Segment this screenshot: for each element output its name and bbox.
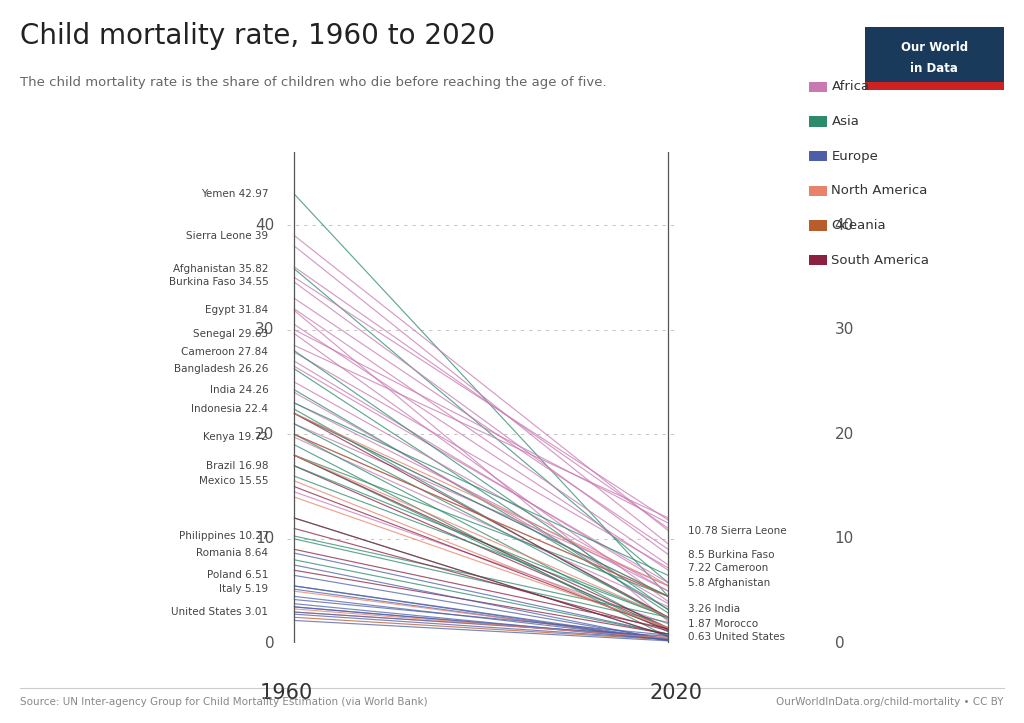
- Text: Asia: Asia: [831, 115, 859, 128]
- Text: 20: 20: [835, 427, 854, 442]
- Text: 2020: 2020: [649, 683, 702, 703]
- Text: 10.78 Sierra Leone: 10.78 Sierra Leone: [688, 526, 786, 536]
- Text: Burkina Faso 34.55: Burkina Faso 34.55: [169, 277, 268, 287]
- Text: Philippines 10.27: Philippines 10.27: [178, 531, 268, 541]
- Text: 40: 40: [255, 218, 274, 233]
- Text: Sierra Leone 39: Sierra Leone 39: [186, 231, 268, 241]
- Text: 0.63 United States: 0.63 United States: [688, 632, 785, 642]
- Text: United States 3.01: United States 3.01: [171, 607, 268, 617]
- Text: Oceania: Oceania: [831, 219, 886, 232]
- Text: Senegal 29.63: Senegal 29.63: [194, 328, 268, 338]
- Text: Bangladesh 26.26: Bangladesh 26.26: [174, 364, 268, 374]
- Text: India 24.26: India 24.26: [210, 385, 268, 395]
- Text: Brazil 16.98: Brazil 16.98: [206, 461, 268, 471]
- Text: Source: UN Inter-agency Group for Child Mortality Estimation (via World Bank): Source: UN Inter-agency Group for Child …: [20, 697, 428, 707]
- Text: Italy 5.19: Italy 5.19: [219, 584, 268, 594]
- Text: 1960: 1960: [260, 683, 313, 703]
- Text: Child mortality rate, 1960 to 2020: Child mortality rate, 1960 to 2020: [20, 22, 496, 50]
- Text: Afghanistan 35.82: Afghanistan 35.82: [173, 264, 268, 274]
- Text: 20: 20: [255, 427, 274, 442]
- Text: North America: North America: [831, 184, 928, 197]
- Text: South America: South America: [831, 254, 930, 267]
- Text: Our World: Our World: [901, 40, 968, 54]
- Text: Poland 6.51: Poland 6.51: [207, 570, 268, 581]
- Text: Indonesia 22.4: Indonesia 22.4: [191, 404, 268, 414]
- Text: 7.22 Cameroon: 7.22 Cameroon: [688, 563, 768, 573]
- Text: The child mortality rate is the share of children who die before reaching the ag: The child mortality rate is the share of…: [20, 76, 607, 89]
- Text: Cameroon 27.84: Cameroon 27.84: [181, 347, 268, 357]
- Text: 1.87 Morocco: 1.87 Morocco: [688, 619, 758, 629]
- Text: 3.26 India: 3.26 India: [688, 604, 740, 615]
- Text: 8.5 Burkina Faso: 8.5 Burkina Faso: [688, 549, 774, 560]
- Text: 0: 0: [265, 636, 274, 651]
- Text: Romania 8.64: Romania 8.64: [197, 548, 268, 558]
- Text: 30: 30: [835, 322, 854, 337]
- Text: Egypt 31.84: Egypt 31.84: [205, 305, 268, 315]
- Text: 5.8 Afghanistan: 5.8 Afghanistan: [688, 578, 770, 588]
- Text: 10: 10: [835, 531, 854, 547]
- Text: 40: 40: [835, 218, 854, 233]
- Text: in Data: in Data: [910, 61, 958, 74]
- Text: Europe: Europe: [831, 150, 879, 163]
- Text: 0: 0: [835, 636, 844, 651]
- Text: OurWorldInData.org/child-mortality • CC BY: OurWorldInData.org/child-mortality • CC …: [776, 697, 1004, 707]
- Text: 10: 10: [255, 531, 274, 547]
- Text: Kenya 19.72: Kenya 19.72: [204, 432, 268, 442]
- Text: Africa: Africa: [831, 80, 869, 93]
- Text: Yemen 42.97: Yemen 42.97: [201, 189, 268, 199]
- Text: Mexico 15.55: Mexico 15.55: [199, 476, 268, 486]
- Text: 30: 30: [255, 322, 274, 337]
